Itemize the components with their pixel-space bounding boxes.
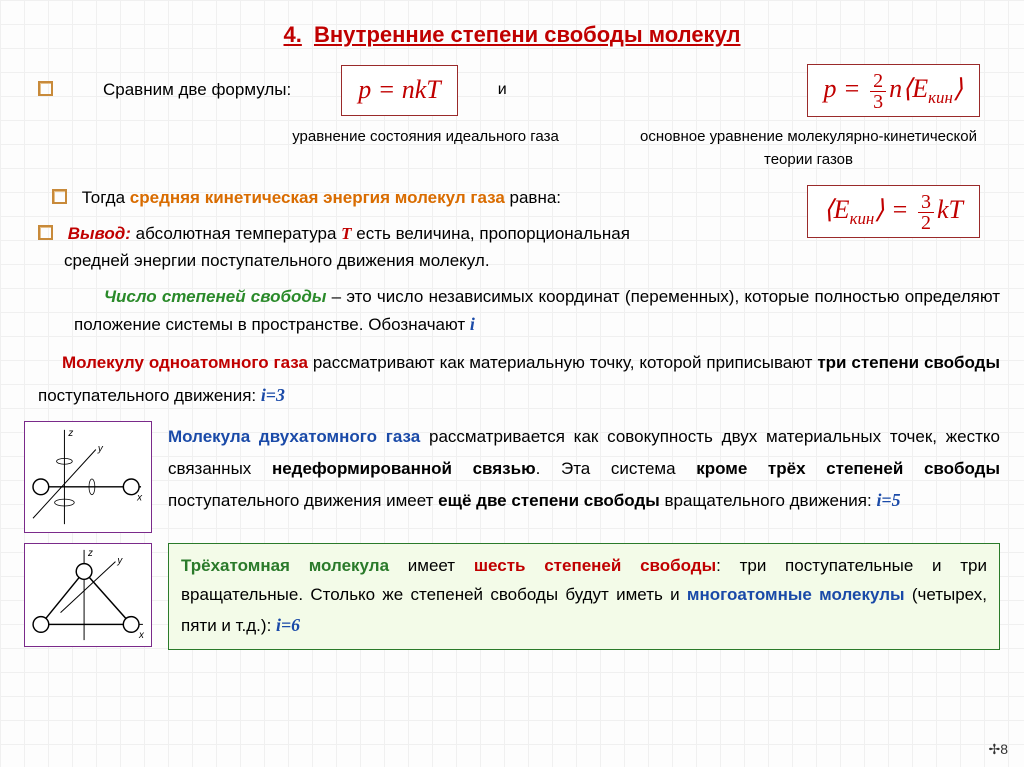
triatomic-term: Трёхатомная молекула (181, 556, 389, 575)
svg-text:x: x (138, 630, 145, 641)
bullet-icon (52, 188, 77, 207)
diatomic-term: Молекула двухатомного газа (168, 427, 420, 446)
dof-term: Число степеней свободы (104, 287, 326, 306)
svg-text:x: x (136, 493, 143, 504)
monoatomic-text: Молекулу одноатомного газа рассматривают… (24, 348, 1000, 411)
triatomic-block: z y x Трёхатомная молекула имеет шесть с… (24, 543, 1000, 650)
equation-captions: уравнение состояния идеального газа осно… (24, 125, 1000, 172)
dof-symbol: i (470, 314, 475, 334)
caption-2: основное уравнение молекулярно-кинетичес… (617, 125, 1000, 172)
svg-text:z: z (87, 548, 93, 559)
diatomic-text: Молекула двухатомного газа рассматривает… (168, 421, 1000, 517)
dof-definition: Число степеней свободы – это число незав… (24, 284, 1000, 338)
svg-text:y: y (116, 556, 123, 567)
equation-3: ⟨Eкин⟩ = 32kT (807, 185, 980, 238)
caption-1: уравнение состояния идеального газа (234, 125, 617, 172)
compare-label: Сравним две формулы: (103, 77, 291, 103)
diatomic-diagram: z y x (24, 421, 152, 533)
section-heading: Внутренние степени свободы молекул (314, 22, 741, 47)
bullet-icon (38, 224, 63, 243)
highlight-kinetic: средняя кинетическая энергия молекул газ… (130, 188, 505, 207)
svg-text:z: z (67, 428, 73, 439)
i-equals-6: i=6 (276, 615, 300, 635)
conclusion-label: Вывод: (68, 224, 131, 243)
triatomic-diagram: z y x (24, 543, 152, 647)
i-equals-3: i=3 (261, 385, 285, 405)
equation-1: p = nkT (341, 65, 458, 115)
diatomic-block: z y x Молекула двухатомного газа рассмат… (24, 421, 1000, 533)
i-equals-5: i=5 (876, 490, 900, 510)
equation-2: p = 23n⟨Eкин⟩ (807, 64, 980, 117)
triatomic-text: Трёхатомная молекула имеет шесть степене… (168, 543, 1000, 650)
monoatomic-term: Молекулу одноатомного газа (62, 353, 308, 372)
bullet-icon (38, 77, 63, 103)
compare-row: Сравним две формулы: p = nkT и p = 23n⟨E… (24, 64, 1000, 117)
section-number: 4. (284, 22, 302, 47)
section-title: 4. Внутренние степени свободы молекул (24, 18, 1000, 52)
svg-text:y: y (97, 444, 104, 455)
page-number: ✢8 (988, 739, 1008, 761)
conclusion-block: Вывод: абсолютная температура T есть вел… (24, 221, 664, 274)
temperature-T: T (341, 224, 351, 243)
conjunction-and: и (498, 78, 507, 103)
